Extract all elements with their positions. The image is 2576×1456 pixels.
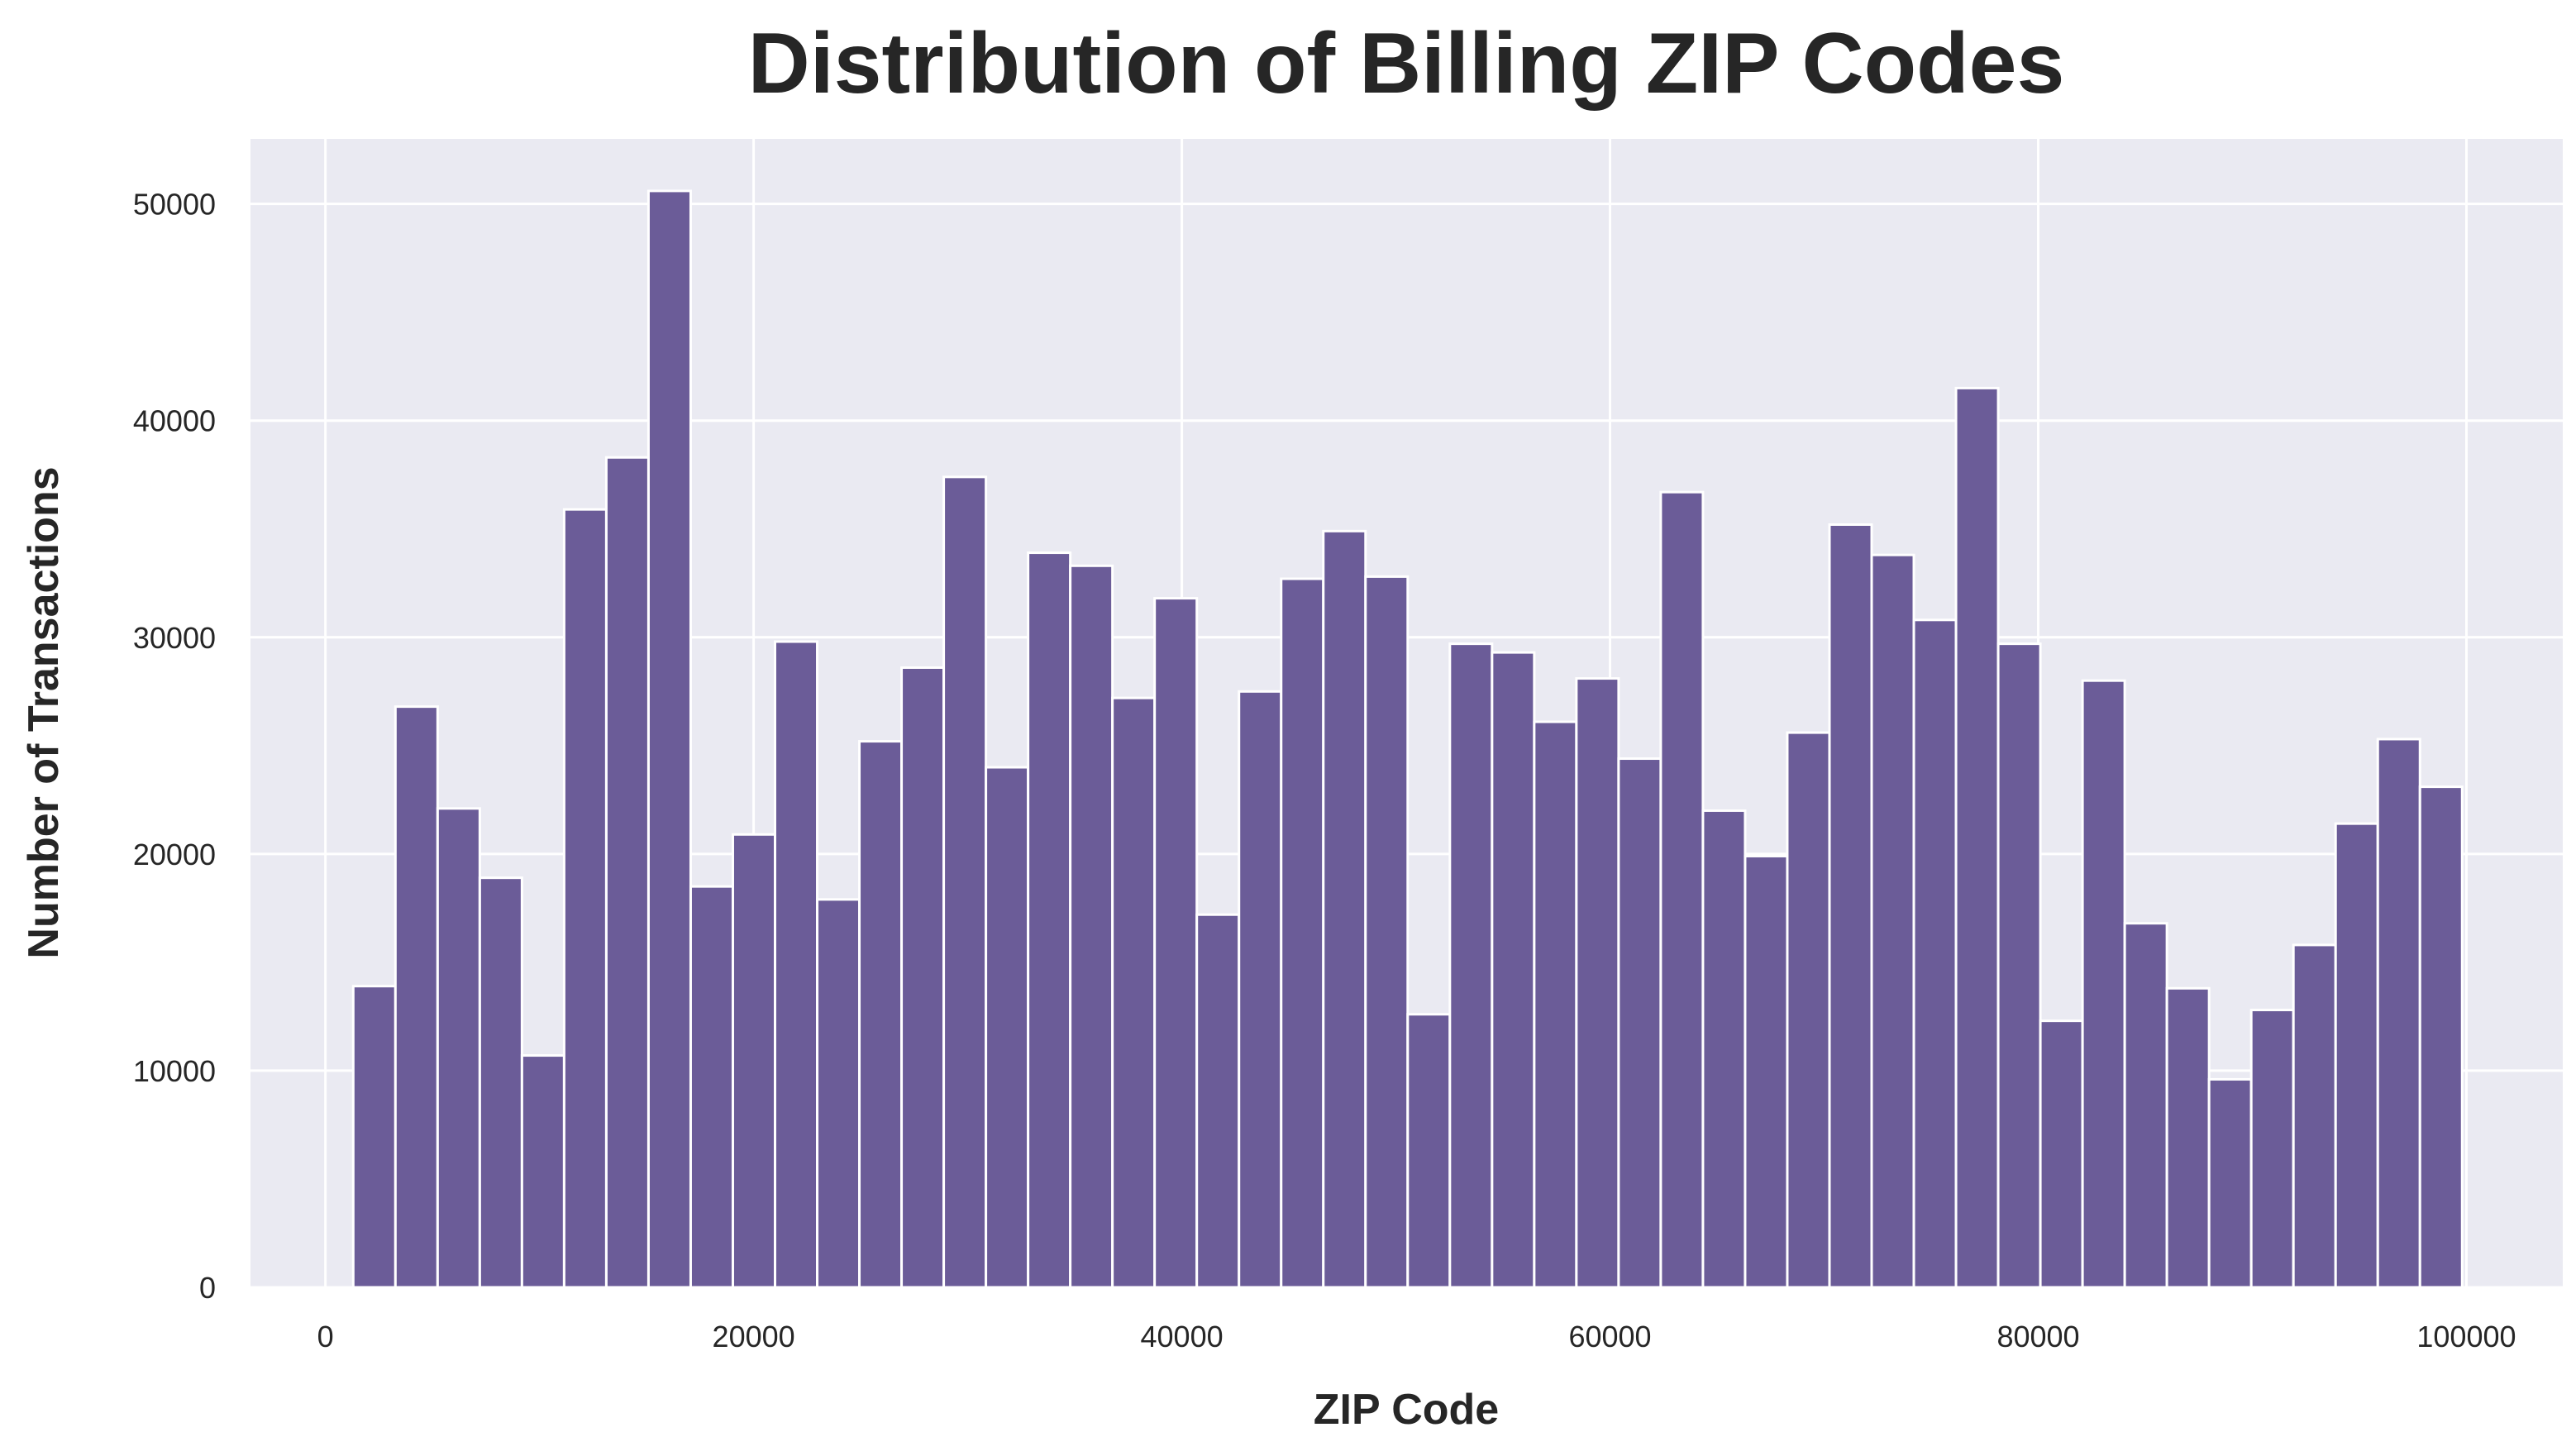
x-tick-labels: 0 20000 40000 60000 80000 100000 <box>317 1320 2516 1353</box>
histogram-bar <box>985 766 1030 1289</box>
histogram-bar <box>1533 720 1578 1289</box>
x-tick-label: 20000 <box>713 1320 795 1353</box>
histogram-bar <box>394 705 439 1289</box>
histogram-bar <box>520 1054 565 1289</box>
y-tick-label: 0 <box>199 1271 216 1305</box>
x-tick-label: 0 <box>317 1320 334 1353</box>
histogram-bar <box>1744 854 1789 1289</box>
histogram-bar <box>1828 523 1873 1289</box>
x-axis-title: ZIP Code <box>1314 1386 1499 1434</box>
y-tick-label: 20000 <box>133 838 216 871</box>
histogram-bar <box>1870 553 1915 1289</box>
histogram-bar <box>1322 529 1367 1289</box>
histogram-bar <box>900 666 946 1289</box>
histogram-bar <box>1238 690 1283 1289</box>
y-tick-label: 50000 <box>133 188 216 222</box>
histogram-bar <box>1659 490 1705 1289</box>
histogram-bar <box>2123 922 2168 1289</box>
histogram-bar <box>774 640 819 1289</box>
histogram-bar <box>1996 642 2042 1289</box>
histogram-bar <box>1111 696 1157 1289</box>
histogram-bar <box>2292 943 2337 1289</box>
histogram-bar <box>604 456 650 1289</box>
histogram-bar <box>1448 642 1494 1289</box>
histogram-bar <box>1280 577 1325 1289</box>
histogram-bar <box>2249 1009 2295 1289</box>
histogram-bar <box>1364 575 1410 1289</box>
histogram-bar <box>1954 386 2000 1289</box>
histogram-bar <box>2418 785 2464 1289</box>
x-tick-label: 80000 <box>1996 1320 2079 1353</box>
histogram-bar <box>436 807 481 1289</box>
histogram-bar <box>1195 913 1241 1289</box>
histogram-bar <box>646 189 692 1289</box>
histogram-bar <box>858 740 904 1289</box>
histogram-bar <box>1575 677 1620 1289</box>
histogram-bar <box>2334 822 2379 1289</box>
y-axis-title: Number of Transactions <box>20 466 68 958</box>
chart-title: Distribution of Billing ZIP Codes <box>748 16 2065 112</box>
histogram-bar <box>1406 1013 1452 1289</box>
x-tick-label: 40000 <box>1141 1320 1224 1353</box>
histogram-bars <box>351 189 2464 1289</box>
histogram-bar <box>1617 757 1662 1289</box>
histogram-bar <box>1701 809 1747 1289</box>
histogram-bar <box>1027 551 1072 1289</box>
histogram-bar <box>1912 618 1958 1289</box>
y-tick-label: 40000 <box>133 404 216 438</box>
histogram-bar <box>2376 738 2421 1289</box>
histogram-bar <box>1491 651 1536 1289</box>
y-tick-label: 30000 <box>133 621 216 655</box>
histogram-bar <box>816 898 861 1289</box>
histogram-bar <box>689 885 734 1289</box>
x-tick-label: 60000 <box>1568 1320 1651 1353</box>
histogram-bar <box>2039 1019 2084 1289</box>
histogram-bar <box>731 833 777 1289</box>
y-tick-label: 10000 <box>133 1054 216 1088</box>
histogram-bar <box>942 475 988 1289</box>
histogram-bar <box>2207 1077 2253 1289</box>
histogram-bar <box>2081 679 2126 1289</box>
histogram-bar <box>478 876 523 1289</box>
histogram-bar <box>1786 731 1831 1289</box>
x-tick-label: 100000 <box>2416 1320 2516 1353</box>
histogram-bar <box>1153 597 1199 1289</box>
y-tick-labels: 0 10000 20000 30000 40000 50000 <box>133 188 216 1305</box>
histogram-bar <box>562 508 608 1289</box>
histogram-bar <box>351 985 397 1289</box>
histogram-bar <box>2165 986 2211 1289</box>
histogram-bar <box>1069 564 1114 1289</box>
